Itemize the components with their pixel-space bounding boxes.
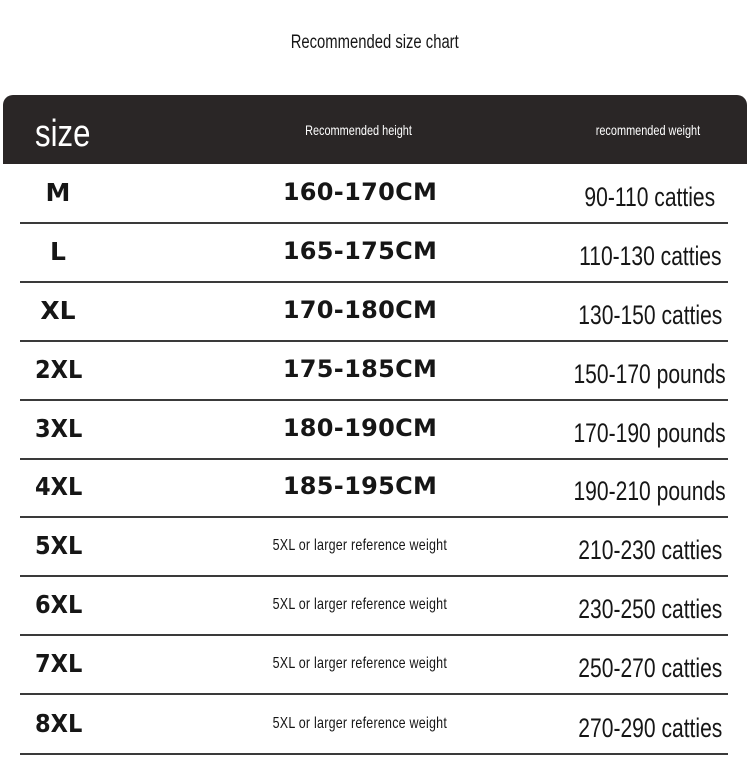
height-cell: 5XL or larger reference weight — [272, 715, 448, 732]
table-row: 2XL 175-185CM 150-170 pounds — [20, 341, 728, 401]
height-cell: 5XL or larger reference weight — [272, 537, 448, 554]
chart-title: Recommended size chart — [290, 32, 460, 53]
size-cell: 2XL — [35, 355, 83, 384]
table-row: XL 170-180CM 130-150 catties — [20, 282, 728, 342]
weight-cell: 230-250 catties — [577, 594, 723, 624]
header-weight: recommended weight — [595, 122, 701, 138]
table-row: 6XL 5XL or larger reference weight 230-250… — [20, 576, 728, 636]
height-cell: 170-180CM — [282, 296, 438, 324]
size-cell: L — [50, 237, 66, 266]
weight-cell: 90-110 catties — [584, 182, 716, 212]
size-cell: 4XL — [35, 472, 83, 501]
height-cell: 180-190CM — [282, 414, 438, 442]
weight-cell: 110-130 catties — [578, 241, 722, 271]
height-cell: 160-170CM — [282, 178, 438, 206]
height-cell: 175-185CM — [282, 355, 438, 383]
weight-cell: 270-290 catties — [577, 713, 723, 743]
size-cell: 6XL — [35, 590, 83, 619]
height-cell: 165-175CM — [282, 237, 438, 265]
height-cell: 185-195CM — [282, 472, 438, 500]
size-cell: XL — [40, 296, 76, 325]
table-row: 8XL 5XL or larger reference weight 270-290… — [20, 695, 728, 755]
table-row: L 165-175CM 110-130 catties — [20, 223, 728, 283]
size-cell: M — [45, 178, 71, 207]
table-row: 5XL 5XL or larger reference weight 210-230… — [20, 517, 728, 577]
size-cell: 5XL — [35, 531, 83, 560]
height-cell: 5XL or larger reference weight — [272, 655, 448, 672]
size-cell: 7XL — [35, 649, 83, 678]
header-height: Recommended height — [304, 122, 412, 138]
weight-cell: 130-150 catties — [577, 300, 723, 330]
table-row: M 160-170CM 90-110 catties — [20, 164, 728, 224]
weight-cell: 170-190 pounds — [573, 418, 727, 448]
size-cell: 8XL — [35, 709, 83, 738]
weight-cell: 210-230 catties — [577, 535, 723, 565]
height-cell: 5XL or larger reference weight — [272, 596, 448, 613]
table-row: 3XL 180-190CM 170-190 pounds — [20, 400, 728, 460]
table-row: 7XL 5XL or larger reference weight 250-270… — [20, 635, 728, 695]
weight-cell: 190-210 pounds — [573, 476, 727, 506]
table-row: 4XL 185-195CM 190-210 pounds — [20, 458, 728, 518]
table-header: size Recommended height recommended weig… — [3, 95, 747, 164]
size-cell: 3XL — [35, 414, 83, 443]
header-size: size — [35, 113, 91, 155]
weight-cell: 250-270 catties — [577, 653, 723, 683]
weight-cell: 150-170 pounds — [573, 359, 727, 389]
